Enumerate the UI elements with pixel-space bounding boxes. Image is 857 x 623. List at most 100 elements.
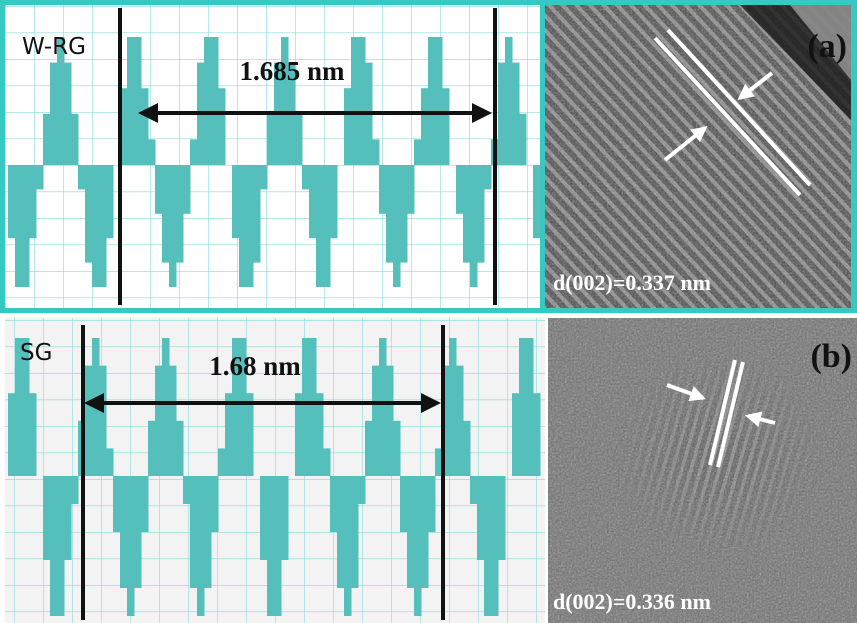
profile-step — [309, 165, 317, 238]
profile-step — [106, 165, 114, 238]
profile-step — [15, 165, 23, 287]
profile-step — [22, 165, 30, 287]
profile-step — [358, 37, 366, 165]
profile-step — [351, 476, 359, 588]
profile-step — [127, 476, 135, 616]
profile-step — [484, 476, 492, 616]
profile-step — [211, 476, 219, 532]
profile-step — [232, 165, 240, 238]
profile-step — [498, 63, 506, 165]
profile-step — [106, 448, 114, 476]
profile-step — [71, 476, 79, 504]
profile-step — [8, 165, 16, 238]
profile-step — [127, 37, 135, 165]
profile-step — [190, 139, 198, 165]
profile-step — [267, 476, 275, 616]
profile-step — [421, 476, 429, 588]
profile-step — [57, 476, 65, 616]
profile-step — [372, 139, 380, 165]
d-spacing: d(002)=0.336 nm — [553, 589, 711, 614]
profile-step — [519, 338, 527, 476]
profile-step — [470, 165, 478, 287]
profile-step — [176, 421, 184, 476]
profile-step — [309, 338, 317, 476]
profile-step — [316, 165, 324, 287]
profile-step — [316, 393, 324, 476]
profile-step — [36, 165, 44, 189]
profile-step — [50, 63, 58, 165]
profile-step — [365, 421, 373, 476]
panel-label: (b) — [810, 338, 852, 375]
spacing-label: 1.685 nm — [239, 56, 345, 86]
profile-step — [99, 366, 107, 476]
profile-step — [330, 476, 338, 532]
profile-step — [302, 338, 310, 476]
profile-step — [323, 448, 331, 476]
profile-step — [197, 476, 205, 616]
profile-step — [386, 366, 394, 476]
figure: W-RG 1.685 nm (a) d(002)=0.337 nm SG 1.6… — [0, 0, 857, 623]
profile-step — [484, 165, 492, 189]
profile-step — [337, 476, 345, 588]
profile-step — [302, 165, 310, 189]
profile-step — [169, 165, 177, 287]
profile-step — [92, 165, 100, 287]
sample-label: SG — [20, 340, 52, 366]
profile-step — [204, 37, 212, 165]
profile-step — [351, 37, 359, 165]
profile-step — [456, 366, 464, 476]
profile-step — [267, 114, 275, 165]
profile-step — [64, 476, 72, 560]
profile-step — [470, 476, 478, 504]
profile-step — [225, 393, 233, 476]
spacing-label: 1.68 nm — [209, 351, 301, 381]
profile-step — [148, 139, 156, 165]
profile-step — [155, 366, 163, 476]
profile-step — [477, 165, 485, 263]
profile-step — [85, 165, 93, 263]
profile-step — [50, 476, 58, 616]
profile-step — [253, 165, 261, 263]
profile-step — [421, 88, 429, 165]
profile-step — [218, 448, 226, 476]
profile-step — [260, 476, 268, 560]
profile-step — [344, 476, 352, 616]
profile-step — [414, 139, 422, 165]
profile-step — [141, 88, 149, 165]
sample-label: W-RG — [22, 34, 86, 60]
profile-step — [162, 338, 170, 476]
profile-step — [491, 476, 499, 616]
profile-step — [533, 393, 541, 476]
profile-step — [134, 476, 142, 588]
profile-step — [330, 165, 338, 238]
profile-step — [29, 393, 37, 476]
profile-step — [386, 165, 394, 263]
profile-step — [218, 88, 226, 165]
panel-label: (a) — [807, 28, 847, 65]
profile-step — [183, 165, 191, 214]
profile-step — [155, 165, 163, 214]
profile-step — [344, 88, 352, 165]
profile-step — [400, 476, 408, 532]
profile-step — [260, 165, 268, 189]
profile-step — [505, 37, 513, 165]
profile-step — [239, 165, 247, 287]
profile-step — [428, 476, 436, 532]
profile-step — [407, 476, 415, 588]
profile-step — [29, 165, 37, 238]
profile-step — [190, 476, 198, 588]
profile-step — [512, 393, 520, 476]
profile-step — [8, 393, 16, 476]
profile-step — [512, 63, 520, 165]
profile-step — [169, 366, 177, 476]
profile-step — [358, 476, 366, 504]
profile-step — [379, 165, 387, 214]
profile-step — [141, 476, 149, 532]
profile-step — [281, 476, 289, 560]
profile-step — [393, 165, 401, 287]
profile-step — [463, 421, 471, 476]
profile-step — [204, 476, 212, 588]
d-spacing: d(002)=0.337 nm — [553, 270, 711, 295]
profile-step — [92, 338, 100, 476]
profile-step — [519, 114, 527, 165]
